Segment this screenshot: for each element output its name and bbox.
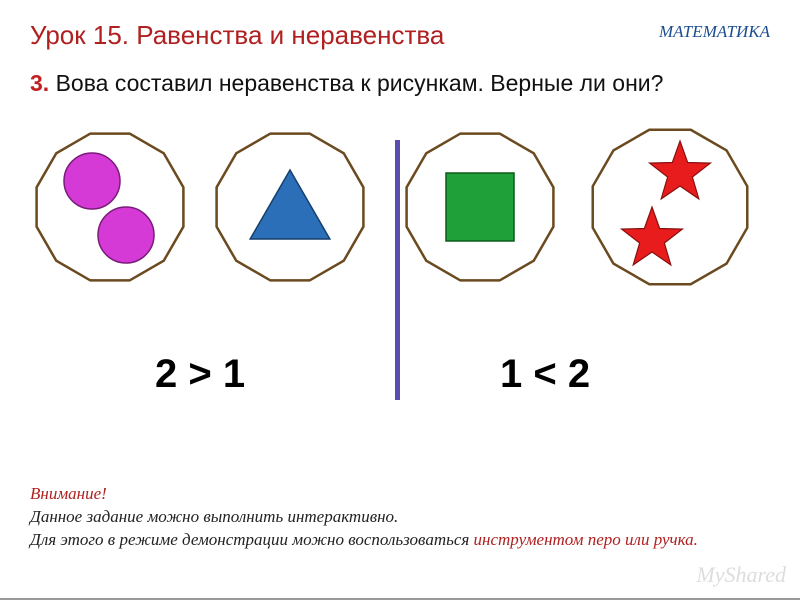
question-text: 3. Вова составил неравенства к рисункам.…: [30, 69, 770, 99]
square-shape: [446, 173, 514, 241]
slide: МАТЕМАТИКА Урок 15. Равенства и неравенс…: [0, 0, 800, 600]
note-line1: Данное задание можно выполнить интеракти…: [30, 507, 398, 526]
question-body: Вова составил неравенства к рисункам. Ве…: [56, 70, 664, 96]
circle-shape: [64, 153, 120, 209]
note-warning: Внимание!: [30, 484, 107, 503]
note-tool: инструментом перо или ручка.: [474, 530, 698, 549]
inequality-left: 2 > 1: [155, 352, 245, 397]
subject-label: МАТЕМАТИКА: [659, 22, 770, 42]
question-number: 3.: [30, 70, 49, 96]
note-line2a: Для этого в режиме демонстрации можно во…: [30, 530, 474, 549]
watermark: MyShared: [696, 562, 786, 588]
note-block: Внимание! Данное задание можно выполнить…: [30, 483, 698, 552]
circle-shape: [98, 207, 154, 263]
figures-row: [30, 111, 770, 311]
figures-svg: [30, 111, 770, 311]
inequality-right: 1 < 2: [500, 352, 590, 397]
